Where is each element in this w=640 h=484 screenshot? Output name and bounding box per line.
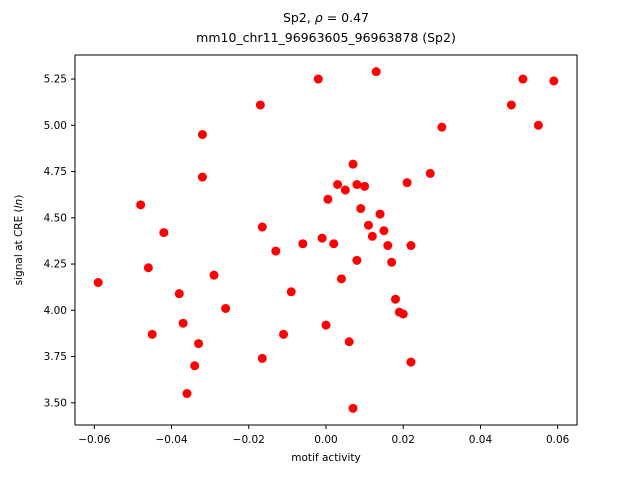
x-tick-label: 0.00 bbox=[314, 434, 337, 446]
y-axis-label-suffix: ) bbox=[13, 195, 25, 199]
data-point bbox=[209, 270, 219, 280]
y-tick-label: 5.25 bbox=[44, 74, 67, 86]
chart-title: Sp2, ρ = 0.47 bbox=[283, 10, 369, 25]
data-point bbox=[379, 226, 389, 236]
data-point bbox=[257, 353, 267, 363]
data-point bbox=[391, 294, 401, 304]
y-tick-label: 3.50 bbox=[44, 397, 67, 409]
x-tick-label: 0.04 bbox=[469, 434, 493, 446]
data-point bbox=[352, 255, 362, 265]
chart-subtitle: mm10_chr11_96963605_96963878 (Sp2) bbox=[196, 30, 456, 45]
data-point bbox=[398, 309, 408, 319]
data-point bbox=[194, 339, 204, 349]
data-point bbox=[317, 233, 327, 243]
data-point bbox=[437, 122, 447, 132]
data-point bbox=[136, 200, 146, 210]
data-point bbox=[182, 389, 192, 399]
chart-title-prefix: Sp2, bbox=[283, 10, 315, 25]
y-axis-label: signal at CRE (ln) bbox=[13, 195, 25, 286]
data-point bbox=[333, 180, 343, 189]
data-point bbox=[356, 204, 366, 214]
data-point bbox=[221, 303, 231, 313]
x-tick-label: 0.02 bbox=[392, 434, 415, 446]
data-point bbox=[147, 329, 157, 339]
x-tick-label: −0.04 bbox=[155, 434, 187, 446]
data-point bbox=[352, 180, 362, 189]
data-point bbox=[387, 257, 397, 267]
data-point bbox=[159, 228, 169, 238]
data-point bbox=[383, 241, 393, 251]
data-point bbox=[375, 209, 385, 219]
data-point bbox=[313, 74, 323, 84]
y-axis-label-prefix: signal at CRE ( bbox=[13, 208, 25, 285]
data-point bbox=[340, 185, 350, 195]
data-point bbox=[197, 130, 207, 140]
data-point bbox=[329, 239, 339, 249]
data-point bbox=[425, 168, 435, 178]
rho-symbol: ρ bbox=[315, 10, 323, 25]
chart-title-suffix: = 0.47 bbox=[323, 10, 369, 25]
data-point bbox=[549, 76, 559, 86]
data-point bbox=[348, 159, 358, 169]
x-axis-label: motif activity bbox=[291, 452, 360, 464]
data-point bbox=[348, 403, 358, 413]
data-point bbox=[506, 100, 516, 110]
data-point bbox=[279, 329, 289, 339]
x-tick-label: −0.06 bbox=[78, 434, 110, 446]
y-axis-label-italic: ln bbox=[13, 199, 25, 209]
data-point bbox=[406, 241, 416, 251]
x-tick-label: −0.02 bbox=[233, 434, 265, 446]
data-point bbox=[255, 100, 265, 110]
y-tick-label: 4.50 bbox=[44, 212, 67, 224]
data-point bbox=[190, 361, 200, 371]
data-point bbox=[402, 178, 412, 188]
y-tick-label: 4.75 bbox=[44, 166, 67, 178]
data-point bbox=[533, 120, 543, 130]
data-point bbox=[197, 172, 207, 182]
x-tick-label: 0.06 bbox=[546, 434, 570, 446]
data-point bbox=[344, 337, 354, 347]
y-tick-label: 4.00 bbox=[44, 305, 67, 317]
data-point bbox=[298, 239, 308, 249]
data-point bbox=[518, 74, 528, 84]
data-point bbox=[336, 274, 346, 284]
y-tick-label: 5.00 bbox=[44, 120, 67, 132]
data-point bbox=[174, 289, 184, 299]
data-point bbox=[321, 320, 331, 330]
data-point bbox=[178, 318, 188, 328]
data-point bbox=[406, 357, 416, 367]
scatter-points bbox=[93, 67, 559, 413]
data-point bbox=[93, 278, 103, 288]
data-point bbox=[323, 194, 333, 204]
data-point bbox=[286, 287, 296, 297]
y-tick-label: 4.25 bbox=[44, 259, 67, 271]
data-point bbox=[363, 220, 373, 230]
data-point bbox=[371, 67, 381, 77]
data-point bbox=[257, 222, 267, 232]
data-point bbox=[143, 263, 153, 273]
data-point bbox=[367, 231, 377, 241]
axis-ticks: −0.06 −0.04 −0.02 0.00 0.02 0.04 0.06 3.50 3.75 4… bbox=[44, 74, 570, 446]
data-point bbox=[271, 246, 281, 256]
y-tick-label: 3.75 bbox=[44, 351, 67, 363]
data-point bbox=[360, 181, 370, 191]
